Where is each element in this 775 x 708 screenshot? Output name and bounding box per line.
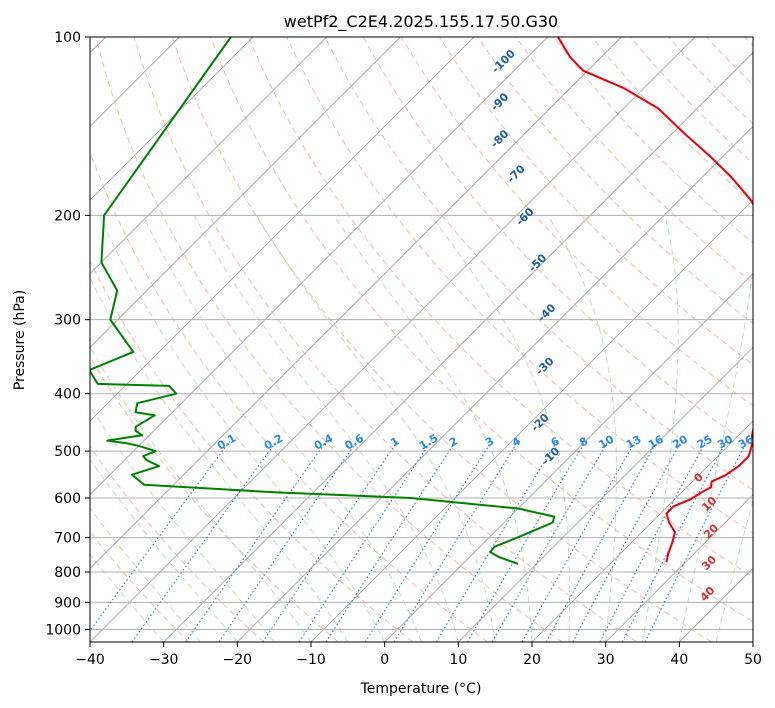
y-axis-ticks: 100 200 300 400 500 600 700 800 900 1000 bbox=[45, 30, 90, 638]
isotherm-line bbox=[163, 52, 753, 642]
mixing-ratio-line bbox=[572, 440, 683, 642]
x-tick-label: −10 bbox=[296, 652, 326, 668]
moist-adiabat-line bbox=[90, 345, 312, 642]
mixing-ratio-line bbox=[298, 440, 432, 642]
dry-adiabat-line bbox=[248, 37, 753, 578]
chart-title: wetPf2_C2E4.2025.155.17.50.G30 bbox=[284, 12, 558, 32]
dry-adiabat-line bbox=[95, 37, 563, 642]
isobar-gridlines bbox=[90, 37, 753, 630]
moist-adiabat-line bbox=[430, 215, 571, 642]
isotherm-line bbox=[90, 37, 548, 496]
x-tick-label: −30 bbox=[149, 652, 179, 668]
temperature-profile-line bbox=[557, 37, 753, 563]
isotherm-line bbox=[605, 494, 753, 642]
isotherm-line bbox=[458, 346, 753, 642]
moist-adiabat-line bbox=[142, 215, 422, 642]
y-tick-label: 1000 bbox=[45, 622, 81, 638]
isotherm-line bbox=[90, 37, 475, 422]
isotherm-line bbox=[90, 37, 622, 569]
dry-adiabats bbox=[90, 37, 753, 642]
y-tick-label: 800 bbox=[54, 565, 81, 581]
moist-adiabat-line bbox=[678, 265, 753, 642]
isotherm-line bbox=[237, 125, 753, 642]
mixing-ratio-line bbox=[467, 440, 587, 642]
mixing-ratio-line bbox=[644, 440, 748, 642]
moist-adiabat-line bbox=[193, 215, 459, 642]
dewpoint-profile-line bbox=[90, 37, 556, 565]
moist-adiabat-line bbox=[90, 405, 275, 642]
dry-adiabat-line bbox=[210, 37, 753, 623]
isotherm-line bbox=[310, 199, 753, 642]
mixing-ratio-label: 36 bbox=[736, 432, 756, 451]
mixing-ratio-line bbox=[364, 440, 493, 642]
dry-adiabat-line bbox=[90, 445, 264, 642]
y-tick-label: 400 bbox=[54, 387, 81, 403]
dry-adiabat-line bbox=[133, 37, 638, 642]
mixing-ratio-line bbox=[131, 440, 278, 642]
profile-series bbox=[90, 37, 753, 565]
mixing-ratio-line bbox=[521, 440, 637, 642]
mixing-ratio-line bbox=[435, 440, 558, 642]
y-tick-label: 600 bbox=[54, 491, 81, 507]
x-tick-label: 20 bbox=[523, 652, 541, 668]
isotherm-line bbox=[90, 37, 401, 348]
x-tick-label: −40 bbox=[75, 652, 105, 668]
y-axis-label: Pressure (hPa) bbox=[12, 290, 28, 390]
y-tick-label: 700 bbox=[54, 531, 81, 547]
x-axis-ticks: −40 −30 −20 −10 0 10 20 30 40 50 bbox=[75, 642, 762, 668]
isotherm-line bbox=[531, 420, 753, 642]
mixing-ratio-line bbox=[545, 440, 659, 642]
y-tick-label: 100 bbox=[54, 30, 81, 46]
moist-adiabat-line bbox=[547, 215, 617, 642]
dry-adiabat-line bbox=[515, 37, 753, 284]
dry-adiabat-line bbox=[171, 37, 712, 642]
moist-adiabat-line bbox=[642, 215, 679, 642]
dry-adiabat-line bbox=[90, 356, 339, 642]
isotherm-line bbox=[90, 37, 696, 642]
isotherms bbox=[90, 37, 753, 642]
isotherm-line bbox=[90, 37, 254, 201]
y-tick-label: 300 bbox=[54, 313, 81, 329]
x-axis-label: Temperature (°C) bbox=[360, 681, 482, 697]
x-tick-label: 10 bbox=[449, 652, 467, 668]
mixing-ratio-lines bbox=[90, 440, 748, 642]
x-tick-label: 40 bbox=[670, 652, 688, 668]
mixing-ratio-line bbox=[185, 440, 328, 642]
mixing-ratio-line bbox=[491, 440, 609, 642]
x-tick-label: 30 bbox=[597, 652, 615, 668]
plot-frame bbox=[89, 36, 754, 643]
y-tick-label: 500 bbox=[54, 444, 81, 460]
x-tick-label: 0 bbox=[380, 652, 389, 668]
moist-adiabat-line bbox=[99, 215, 386, 642]
mixing-ratio-line bbox=[262, 440, 399, 642]
y-tick-label: 900 bbox=[54, 595, 81, 611]
mixing-ratio-line bbox=[393, 440, 520, 642]
dry-adiabat-line bbox=[286, 37, 753, 534]
moist-adiabat-line bbox=[90, 458, 238, 642]
dry-adiabat-line bbox=[90, 259, 414, 642]
dry-adiabat-line bbox=[324, 37, 753, 491]
x-tick-label: 50 bbox=[744, 652, 762, 668]
isotherm-line bbox=[90, 37, 327, 275]
isotherm-line bbox=[384, 273, 753, 642]
y-tick-label: 200 bbox=[54, 208, 81, 224]
x-tick-label: −20 bbox=[223, 652, 253, 668]
mixing-ratio-line bbox=[325, 440, 457, 642]
